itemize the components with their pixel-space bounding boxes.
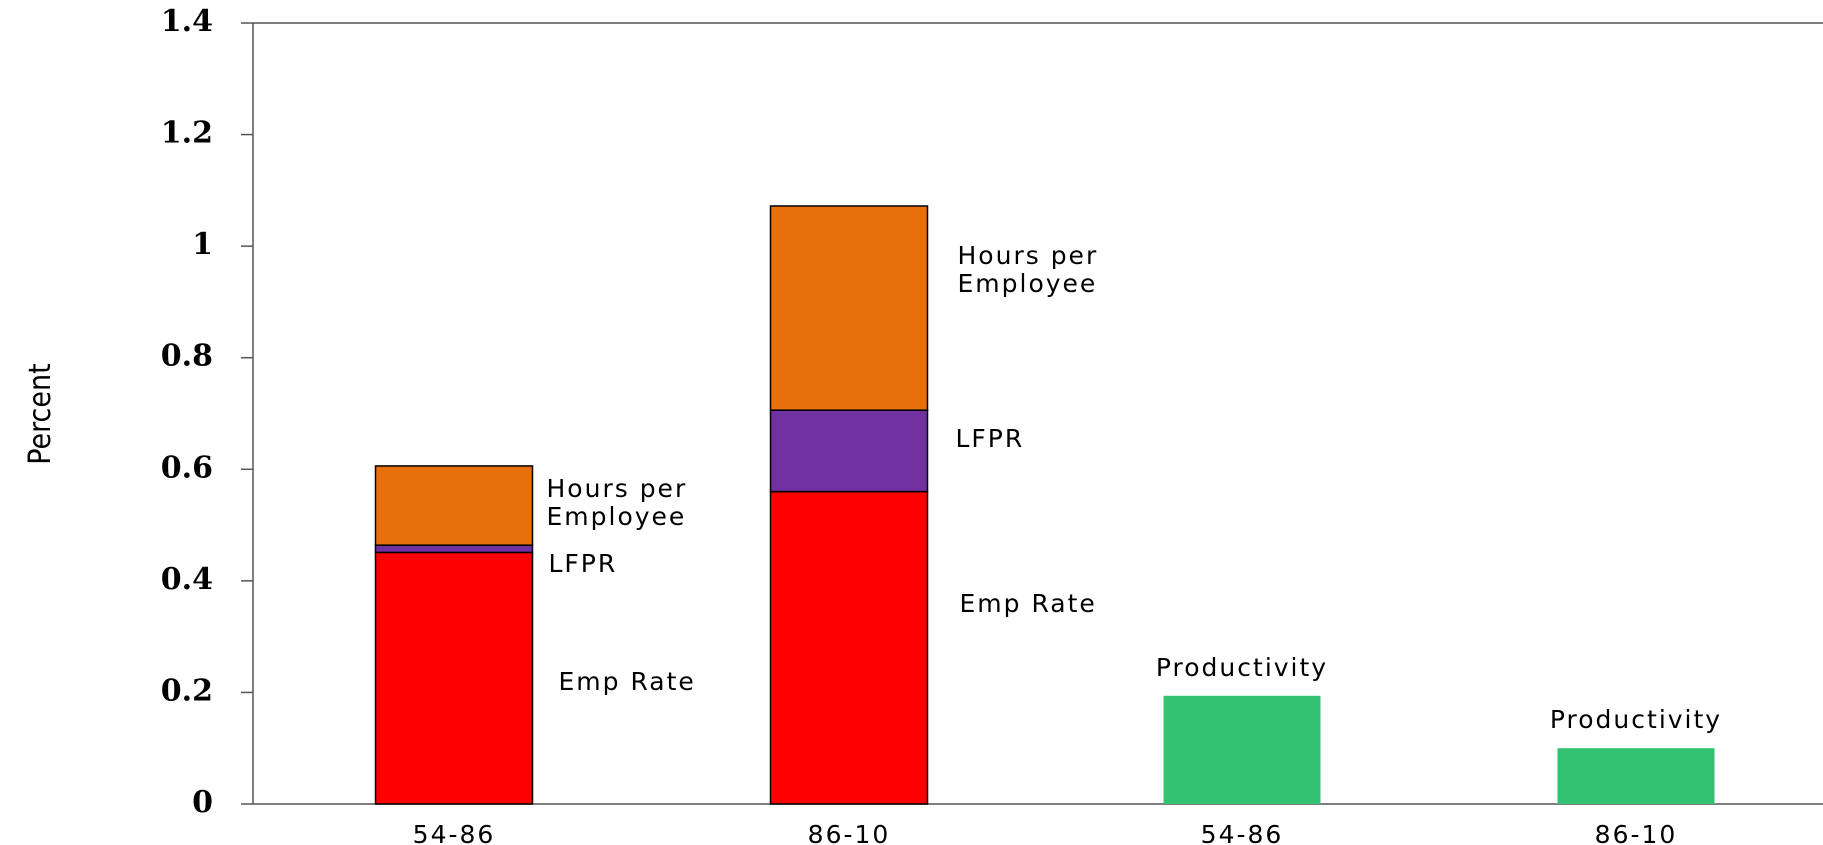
- y-axis-label: Percent: [23, 363, 58, 464]
- x-tick-label: 54-86: [1201, 820, 1284, 845]
- segment-label: LFPR: [548, 549, 618, 578]
- y-tick-label: 1.2: [161, 116, 213, 151]
- bar-segment: [769, 205, 929, 411]
- segment-label: Emp Rate: [558, 667, 696, 696]
- bar-segment: [769, 409, 929, 493]
- segment-label: Productivity: [1155, 652, 1329, 682]
- y-tick-label: 0.4: [161, 562, 213, 597]
- bar-segment: [374, 465, 534, 546]
- segment-label: Hours per Employee: [546, 474, 688, 531]
- x-tick-label: 54-86: [413, 820, 496, 845]
- bar-segment: [1557, 748, 1715, 804]
- y-tick-label: 1: [192, 227, 213, 262]
- segment-label: Hours per Employee: [957, 241, 1099, 298]
- y-tick-label: 0.8: [161, 339, 213, 374]
- bar-segment: [374, 544, 534, 554]
- x-tick-label: 86-10: [1595, 820, 1678, 845]
- y-tick-label: 1.4: [161, 4, 213, 39]
- y-tick-label: 0: [192, 785, 213, 820]
- y-tick-label: 0.2: [161, 673, 213, 708]
- bar-segment: [374, 551, 534, 805]
- bar-segment: [1163, 695, 1321, 804]
- bar-segment: [769, 490, 929, 805]
- x-tick-label: 86-10: [808, 820, 891, 845]
- y-tick-label: 0.6: [161, 450, 213, 485]
- segment-label: Productivity: [1549, 705, 1723, 735]
- segment-label: Emp Rate: [959, 589, 1097, 618]
- segment-label: LFPR: [955, 424, 1025, 453]
